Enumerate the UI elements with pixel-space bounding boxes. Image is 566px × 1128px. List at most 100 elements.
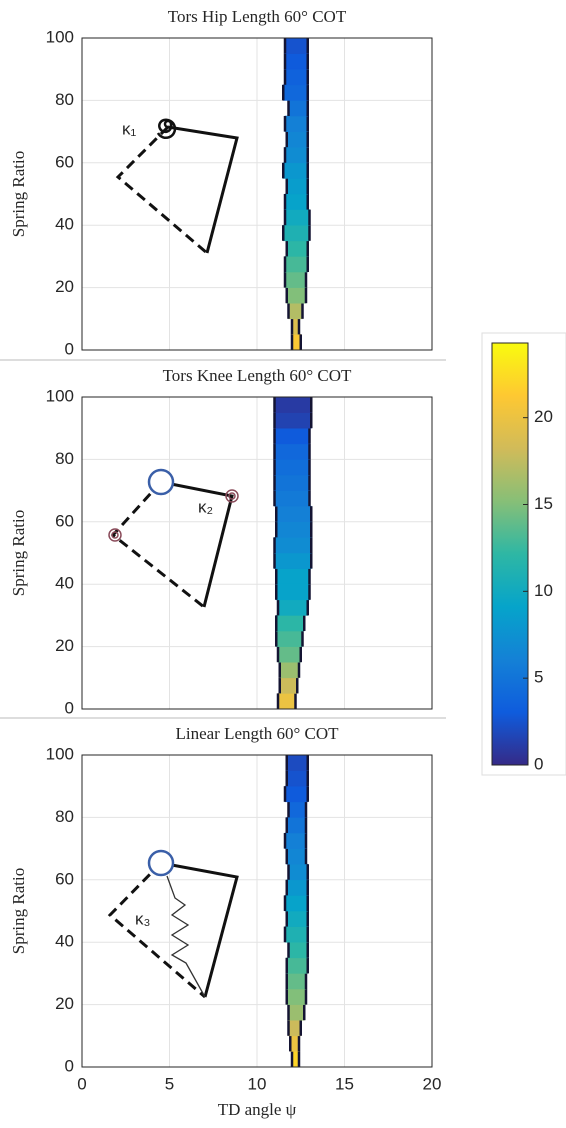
contour-band: [288, 1019, 302, 1037]
y-tick-label: 40: [55, 932, 74, 951]
y-axis-label: Spring Ratio: [9, 510, 28, 596]
contour-band: [284, 785, 309, 803]
contour-band: [274, 459, 310, 476]
leg-diagram-knee: [108, 468, 239, 609]
y-axis-label: Spring Ratio: [9, 868, 28, 954]
contour-band: [286, 754, 309, 771]
x-tick-label: 20: [423, 1074, 442, 1093]
y-tick-label: 80: [55, 807, 74, 826]
contour-band: [288, 1004, 305, 1021]
y-tick-label: 100: [46, 386, 74, 405]
contour-band: [274, 537, 312, 554]
contour-band: [274, 427, 310, 445]
contour-band: [286, 910, 309, 927]
contour-band: [284, 209, 310, 226]
colorbar-frame: [481, 332, 566, 776]
contour-band: [286, 287, 307, 304]
contour-band: [275, 615, 305, 632]
chart-title: Tors Knee Length 60° COT: [163, 366, 352, 385]
contour-band: [284, 256, 309, 273]
y-tick-label: 60: [55, 511, 74, 530]
contour-band: [282, 84, 309, 101]
chart-title: Linear Length 60° COT: [175, 724, 339, 743]
contour-band: [286, 178, 309, 195]
leg-diagram-linear: [107, 849, 239, 999]
colorbar: [491, 342, 529, 766]
contour-band: [288, 801, 307, 818]
colorbar-tick-label: 5: [534, 668, 543, 687]
contour-band: [286, 240, 309, 257]
colorbar-tick-label: 20: [534, 407, 553, 426]
contour-band: [277, 693, 296, 710]
contour-band: [284, 193, 309, 210]
y-tick-label: 40: [55, 574, 74, 593]
contour-band: [275, 505, 312, 523]
contour-band: [286, 770, 309, 787]
contour-band: [277, 646, 302, 663]
contour-band: [279, 661, 300, 679]
colorbar-tick-label: 0: [534, 754, 543, 773]
y-tick-label: 80: [55, 449, 74, 468]
contour-band: [284, 271, 307, 288]
contour-band: [284, 895, 309, 912]
x-tick-label: 10: [248, 1074, 267, 1093]
annotation: κ₂: [198, 497, 213, 516]
contour-band: [286, 848, 307, 865]
y-tick-label: 0: [65, 1056, 74, 1075]
contour-band: [286, 879, 309, 896]
x-tick-label: 5: [165, 1074, 174, 1093]
y-axis-label: Spring Ratio: [9, 151, 28, 237]
leg-diagram-hip: [115, 118, 239, 255]
y-tick-label: 0: [65, 339, 74, 358]
contour-band: [288, 863, 309, 881]
contour-band: [275, 568, 310, 585]
contour-band: [282, 162, 309, 179]
y-tick-label: 0: [65, 698, 74, 717]
contour-band: [286, 957, 309, 974]
contour-band: [288, 100, 309, 117]
annotation: κ₃: [135, 909, 150, 928]
plot-frame: [81, 396, 433, 710]
contour-band: [284, 146, 309, 164]
contour-band: [284, 53, 309, 70]
x-tick-label: 15: [335, 1074, 354, 1093]
contour-band: [274, 412, 312, 429]
contour-band: [284, 926, 309, 943]
contour-band: [282, 224, 310, 242]
contour-band: [274, 443, 310, 460]
x-axis-label: TD angle ψ: [218, 1100, 297, 1119]
contour-band: [284, 68, 309, 86]
contour-band: [286, 817, 307, 834]
colorbar-tick-label: 15: [534, 494, 553, 513]
y-tick-label: 40: [55, 215, 74, 234]
contour-band: [275, 583, 310, 601]
contour-band: [286, 988, 307, 1005]
y-tick-label: 100: [46, 27, 74, 46]
contour-band: [288, 941, 309, 959]
y-tick-label: 60: [55, 152, 74, 171]
contour-band: [274, 396, 312, 413]
chart-title: Tors Hip Length 60° COT: [168, 7, 347, 26]
contour-band: [284, 37, 309, 54]
contour-band: [284, 115, 309, 132]
y-tick-label: 60: [55, 869, 74, 888]
contour-band: [284, 832, 307, 849]
contour-band: [288, 302, 303, 320]
plot-frame: [81, 37, 433, 351]
contour-band: [279, 677, 298, 694]
contour-band: [286, 973, 307, 990]
plot-frame: [81, 754, 433, 1068]
y-tick-label: 80: [55, 90, 74, 109]
contour-band: [274, 490, 310, 507]
contour-band: [286, 131, 309, 148]
y-tick-label: 20: [55, 994, 74, 1013]
colorbar-tick-label: 10: [534, 581, 553, 600]
y-tick-label: 20: [55, 636, 74, 655]
contour-band: [274, 552, 312, 569]
contour-band: [291, 334, 302, 351]
annotation: κ₁: [122, 119, 137, 138]
y-tick-label: 100: [46, 744, 74, 763]
contour-band: [289, 1035, 300, 1052]
